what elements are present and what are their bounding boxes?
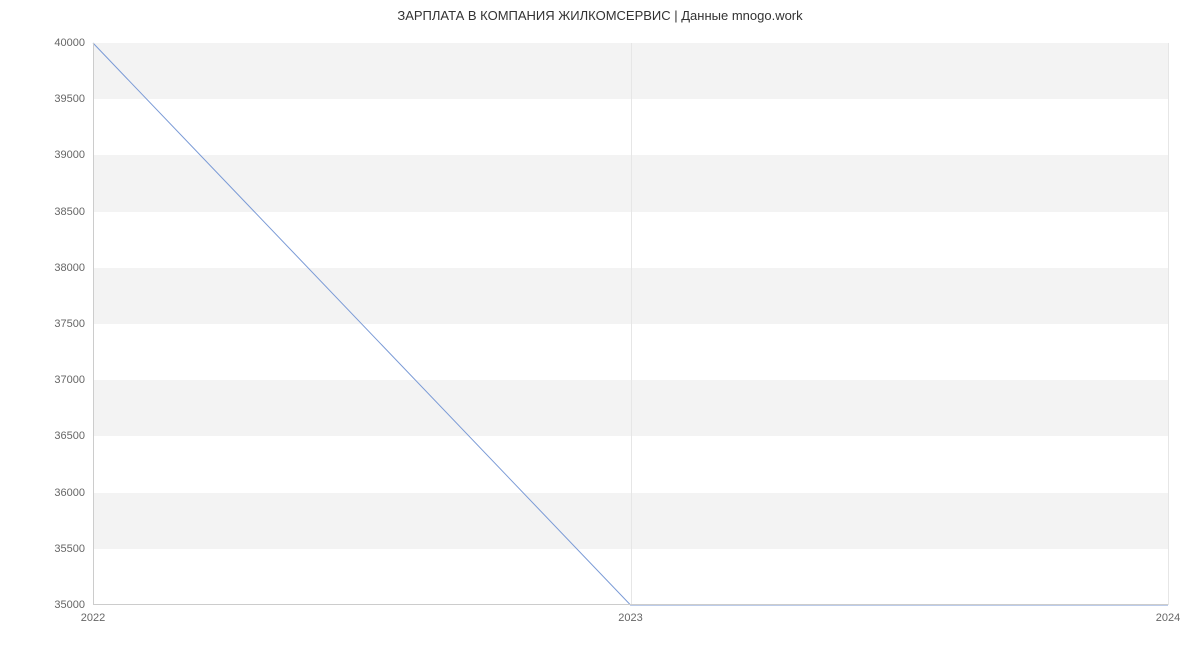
- y-tick-label: 35500: [25, 543, 85, 555]
- y-tick-label: 36000: [25, 487, 85, 499]
- x-tick-label: 2024: [1156, 612, 1180, 624]
- x-gridline: [1168, 43, 1169, 605]
- y-tick-label: 37500: [25, 318, 85, 330]
- y-axis-line: [93, 43, 94, 605]
- y-tick-label: 40000: [25, 37, 85, 49]
- x-axis-line: [93, 604, 1168, 605]
- line-series: [93, 43, 1168, 605]
- salary-chart: ЗАРПЛАТА В КОМПАНИЯ ЖИЛКОМСЕРВИС | Данны…: [0, 0, 1200, 650]
- y-tick-label: 37000: [25, 374, 85, 386]
- x-tick-label: 2022: [81, 612, 105, 624]
- y-tick-label: 36500: [25, 430, 85, 442]
- y-tick-label: 39000: [25, 149, 85, 161]
- x-tick-label: 2023: [618, 612, 642, 624]
- chart-title: ЗАРПЛАТА В КОМПАНИЯ ЖИЛКОМСЕРВИС | Данны…: [0, 8, 1200, 23]
- plot-area: [93, 43, 1168, 605]
- y-tick-label: 38000: [25, 262, 85, 274]
- y-tick-label: 38500: [25, 206, 85, 218]
- y-tick-label: 39500: [25, 93, 85, 105]
- y-tick-label: 35000: [25, 599, 85, 611]
